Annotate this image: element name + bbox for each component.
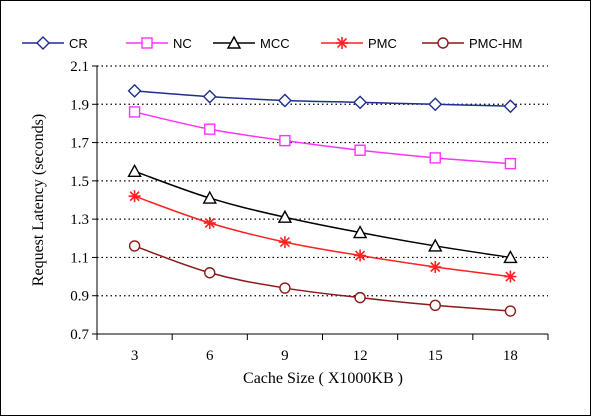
x-tick-label: 15 bbox=[428, 348, 443, 364]
y-axis-label: Request Latency (seconds) bbox=[30, 114, 47, 286]
y-tick-label: 2.1 bbox=[70, 59, 89, 75]
data-point-mcc bbox=[352, 225, 368, 239]
legend-item-mcc: MCC bbox=[213, 35, 290, 51]
data-point-nc bbox=[128, 106, 141, 118]
data-point-mcc bbox=[503, 249, 518, 264]
x-axis-label: Cache Size ( X1000KB ) bbox=[243, 370, 403, 387]
star-stroke bbox=[204, 217, 215, 229]
series-line-nc bbox=[134, 111, 511, 165]
data-point-pmc bbox=[354, 249, 367, 262]
series-group bbox=[127, 83, 518, 317]
x-tick-labels: 3 6 9 12 15 18 bbox=[131, 348, 518, 364]
data-point-pmc bbox=[278, 236, 291, 249]
y-tick-label: 0.7 bbox=[70, 327, 89, 343]
y-tick-label: 1.1 bbox=[70, 250, 89, 266]
data-point-mcc bbox=[127, 163, 142, 177]
gridlines bbox=[97, 65, 548, 297]
star-stroke bbox=[336, 37, 348, 49]
x-tick-label: 6 bbox=[206, 348, 214, 364]
data-point-nc bbox=[279, 134, 291, 147]
data-point-pmc-hm bbox=[279, 282, 291, 294]
data-point-pmc bbox=[203, 216, 216, 229]
data-point-pmc-hm bbox=[354, 291, 366, 304]
series-mcc bbox=[127, 163, 518, 264]
data-point-cr bbox=[503, 99, 518, 114]
x-tick-label: 18 bbox=[503, 348, 518, 364]
y-tick-label: 1.3 bbox=[70, 212, 89, 228]
series-pmc bbox=[128, 190, 517, 283]
legend-marker-cr bbox=[36, 36, 50, 50]
star-stroke bbox=[505, 271, 516, 282]
legend: CR NC MCC PMC PMC-HM bbox=[22, 35, 522, 51]
data-point-nc bbox=[354, 144, 366, 156]
data-point-pmc bbox=[504, 270, 517, 283]
data-point-pmc-hm bbox=[204, 267, 216, 279]
data-point-cr bbox=[428, 97, 443, 112]
legend-label-cr: CR bbox=[69, 36, 88, 51]
series-line-pmc bbox=[134, 195, 511, 278]
data-point-pmc bbox=[429, 261, 442, 273]
y-tick-label: 0.9 bbox=[70, 289, 89, 305]
data-point-mcc bbox=[202, 190, 217, 204]
legend-marker-pmc bbox=[336, 37, 348, 49]
x-tick-label: 12 bbox=[353, 348, 368, 364]
data-point-mcc bbox=[428, 238, 443, 252]
data-point-cr bbox=[202, 89, 217, 104]
data-point-nc bbox=[504, 157, 517, 170]
series-line-pmc-hm bbox=[134, 245, 511, 312]
data-point-mcc bbox=[277, 209, 293, 223]
series-pmc-hm bbox=[128, 240, 517, 317]
legend-label-pmc-hm: PMC-HM bbox=[469, 36, 522, 51]
data-point-cr bbox=[353, 95, 368, 110]
data-point-nc bbox=[204, 123, 216, 135]
legend-label-nc: NC bbox=[173, 36, 192, 51]
data-point-cr bbox=[127, 83, 142, 98]
x-tick-label: 3 bbox=[131, 348, 139, 364]
series-nc bbox=[128, 106, 517, 170]
data-point-pmc-hm bbox=[504, 305, 517, 317]
data-point-nc bbox=[429, 152, 441, 164]
legend-marker-mcc bbox=[226, 35, 242, 49]
star-stroke bbox=[279, 237, 290, 248]
legend-item-pmc-hm: PMC-HM bbox=[422, 36, 522, 51]
axes bbox=[92, 65, 549, 340]
data-point-pmc-hm bbox=[128, 240, 141, 252]
legend-marker-pmc-hm bbox=[437, 37, 449, 49]
legend-label-mcc: MCC bbox=[260, 36, 290, 51]
legend-label-pmc: PMC bbox=[368, 36, 397, 51]
data-point-pmc-hm bbox=[429, 299, 441, 311]
x-tick-label: 9 bbox=[281, 348, 289, 364]
legend-item-pmc: PMC bbox=[321, 36, 397, 51]
y-tick-label: 1.9 bbox=[70, 97, 89, 113]
legend-item-nc: NC bbox=[126, 36, 192, 51]
series-line-mcc bbox=[134, 170, 511, 259]
y-tick-labels: 0.7 0.9 1.1 1.3 1.5 1.7 1.9 2.1 bbox=[70, 59, 89, 343]
series-line-cr bbox=[134, 90, 511, 107]
y-tick-label: 1.5 bbox=[70, 174, 89, 190]
data-point-pmc bbox=[128, 190, 141, 203]
data-point-cr bbox=[277, 93, 292, 108]
star-stroke bbox=[355, 250, 366, 261]
star-stroke bbox=[129, 191, 140, 202]
y-tick-label: 1.7 bbox=[70, 136, 89, 152]
star-stroke bbox=[430, 261, 441, 273]
legend-item-cr: CR bbox=[22, 36, 88, 51]
series-cr bbox=[127, 83, 518, 114]
legend-marker-nc bbox=[141, 37, 153, 49]
